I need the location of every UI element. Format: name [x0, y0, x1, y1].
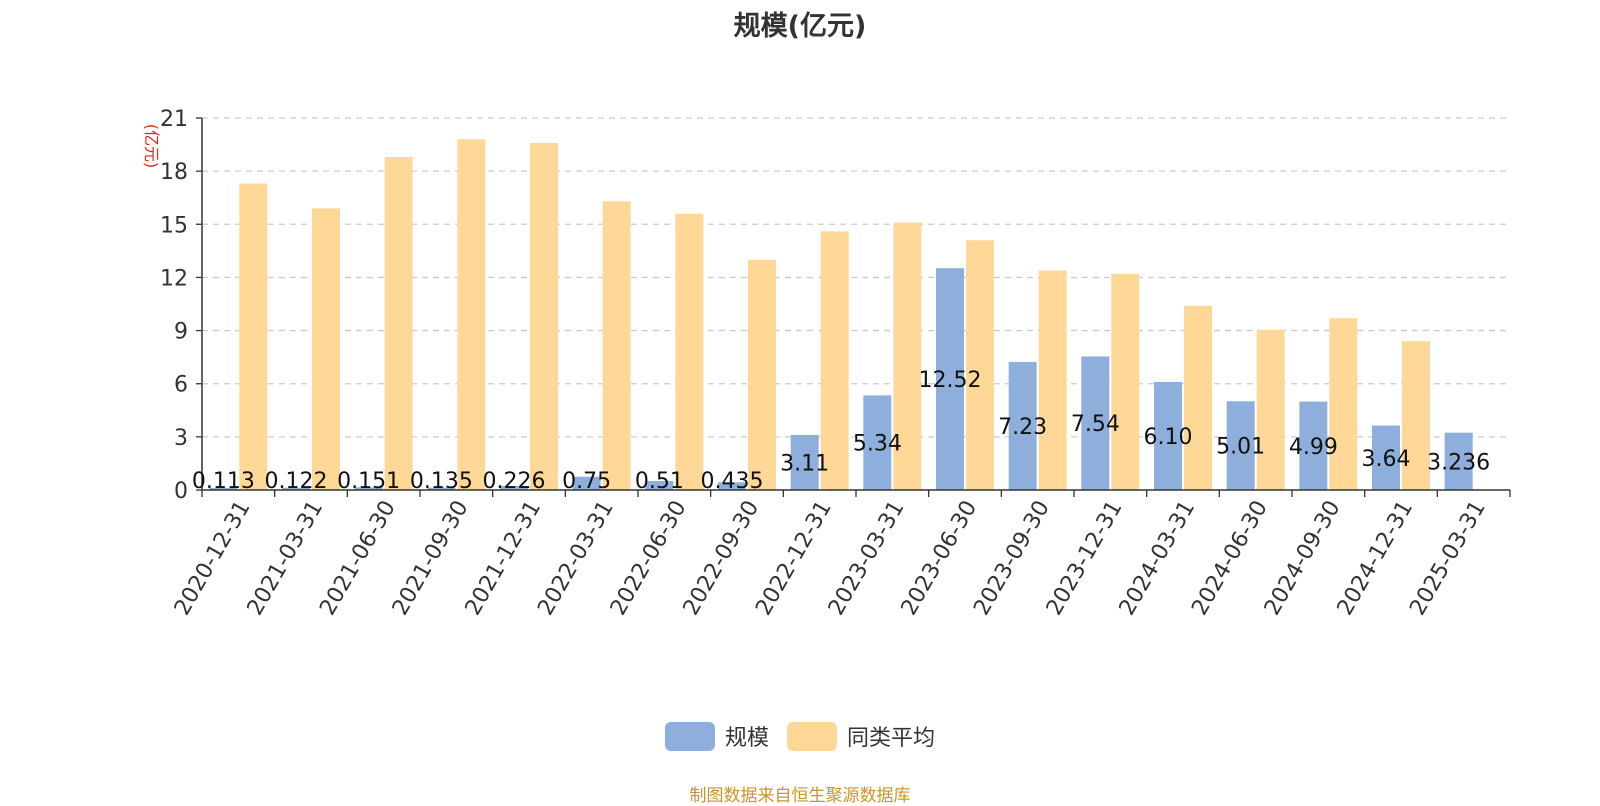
- data-label-scale: 7.23: [998, 415, 1047, 440]
- x-tick-label: 2022-03-31: [533, 497, 619, 620]
- x-tick-label: 2021-09-30: [388, 497, 474, 620]
- data-label-scale: 3.64: [1362, 447, 1411, 472]
- data-label-scale: 4.99: [1289, 435, 1338, 460]
- bar-peer-average[interactable]: [384, 156, 413, 490]
- data-label-scale: 5.34: [853, 432, 902, 457]
- data-label-scale: 12.52: [919, 368, 982, 393]
- x-tick-label: 2022-12-31: [751, 497, 837, 620]
- bar-scale[interactable]: [863, 395, 892, 490]
- bar-peer-average[interactable]: [675, 213, 704, 490]
- bar-scale[interactable]: [500, 485, 528, 490]
- bar-peer-average[interactable]: [1402, 341, 1430, 490]
- bar-peer-average[interactable]: [893, 222, 922, 490]
- legend-item-scale[interactable]: 规模: [664, 720, 769, 752]
- data-label-scale: 5.01: [1216, 435, 1265, 460]
- bar-scale[interactable]: [1154, 381, 1182, 490]
- bar-peer-average[interactable]: [1256, 329, 1285, 490]
- data-label-scale: 7.54: [1071, 412, 1120, 437]
- y-tick-label: 0: [174, 479, 188, 504]
- bar-scale[interactable]: [1299, 401, 1328, 490]
- bars: [209, 139, 1473, 491]
- data-label-scale: 0.51: [635, 469, 684, 494]
- bar-scale[interactable]: [1081, 356, 1110, 490]
- bar-peer-average[interactable]: [312, 208, 340, 491]
- legend-swatch-peer-average: [787, 721, 837, 751]
- data-label-scale: 0.113: [192, 469, 255, 494]
- data-label-scale: 0.75: [562, 469, 611, 494]
- data-label-scale: 6.10: [1144, 425, 1193, 450]
- bar-peer-average[interactable]: [457, 139, 486, 490]
- bar-scale[interactable]: [427, 487, 456, 490]
- bar-scale[interactable]: [1226, 401, 1255, 490]
- footer-source: 制图数据来自恒生聚源数据库: [689, 786, 911, 806]
- legend-item-peer-average[interactable]: 同类平均: [787, 720, 935, 752]
- x-tick-label: 2023-03-31: [824, 497, 910, 620]
- y-tick-label: 3: [174, 426, 188, 451]
- bar-scale[interactable]: [790, 434, 819, 490]
- y-tick-label: 9: [174, 320, 188, 345]
- x-tick-label: 2025-03-31: [1405, 497, 1491, 620]
- y-tick-label: 18: [160, 160, 188, 185]
- data-label-scale: 0.151: [337, 469, 400, 494]
- x-tick-label: 2023-09-30: [969, 497, 1055, 620]
- x-tick-label: 2024-03-31: [1115, 497, 1201, 620]
- bar-scale[interactable]: [572, 476, 601, 490]
- legend-swatch-scale: [664, 721, 715, 751]
- grid-lines: [202, 117, 1510, 438]
- bar-scale[interactable]: [645, 480, 674, 490]
- bar-scale[interactable]: [282, 487, 310, 490]
- data-label-scale: 3.236: [1427, 450, 1490, 475]
- bar-peer-average[interactable]: [820, 231, 849, 490]
- bar-peer-average[interactable]: [1184, 305, 1212, 490]
- data-label-scale: 0.435: [701, 469, 764, 494]
- bar-scale[interactable]: [1008, 361, 1037, 490]
- bar-scale[interactable]: [1372, 425, 1400, 490]
- bar-scale[interactable]: [1444, 432, 1473, 490]
- x-tick-label: 2024-12-31: [1333, 497, 1419, 620]
- x-tick-label: 2021-06-30: [315, 497, 401, 620]
- x-tick-label: 2024-06-30: [1187, 497, 1273, 620]
- x-tick-label: 2023-06-30: [897, 497, 983, 620]
- bar-scale[interactable]: [209, 487, 238, 490]
- x-tick-label: 2023-12-31: [1042, 497, 1128, 620]
- x-tick-label: 2022-06-30: [606, 497, 692, 620]
- bar-peer-average[interactable]: [748, 259, 776, 490]
- data-labels: 0.113 0.122 0.151 0.135 0.226 0.75 0.51 0.435 3.…: [192, 368, 1490, 494]
- data-label-scale: 0.122: [265, 469, 328, 494]
- x-tick-label: 2021-12-31: [461, 497, 547, 620]
- y-tick-label: 6: [174, 373, 188, 398]
- x-tick-label: 2024-09-30: [1260, 497, 1346, 620]
- y-tick-label: 21: [160, 107, 188, 132]
- y-tick-label: 12: [160, 266, 188, 291]
- data-label-scale: 3.11: [780, 451, 829, 476]
- x-tick-label: 2020-12-31: [170, 497, 256, 620]
- bar-peer-average[interactable]: [1038, 270, 1067, 490]
- x-tick-label: 2022-09-30: [679, 497, 765, 620]
- bar-peer-average[interactable]: [239, 183, 268, 491]
- bar-peer-average[interactable]: [530, 142, 558, 491]
- x-tick-label: 2021-03-31: [243, 497, 329, 620]
- bar-peer-average[interactable]: [1329, 318, 1358, 490]
- bar-scale[interactable]: [718, 482, 746, 490]
- legend-label-scale: 规模: [724, 726, 769, 751]
- bar-scale[interactable]: [936, 268, 964, 490]
- bar-peer-average[interactable]: [1111, 273, 1140, 490]
- legend: 规模 同类平均: [0, 720, 1600, 752]
- y-tick-label: 15: [160, 213, 188, 238]
- data-label-scale: 0.135: [410, 469, 473, 494]
- bar-peer-average[interactable]: [966, 240, 994, 490]
- y-axis-label: (亿元): [142, 124, 161, 169]
- bar-peer-average[interactable]: [602, 201, 631, 490]
- bar-scale[interactable]: [354, 487, 383, 490]
- chart-title: 规模(亿元): [733, 11, 867, 42]
- legend-label-peer-average: 同类平均: [847, 726, 936, 751]
- data-label-scale: 0.226: [483, 469, 546, 494]
